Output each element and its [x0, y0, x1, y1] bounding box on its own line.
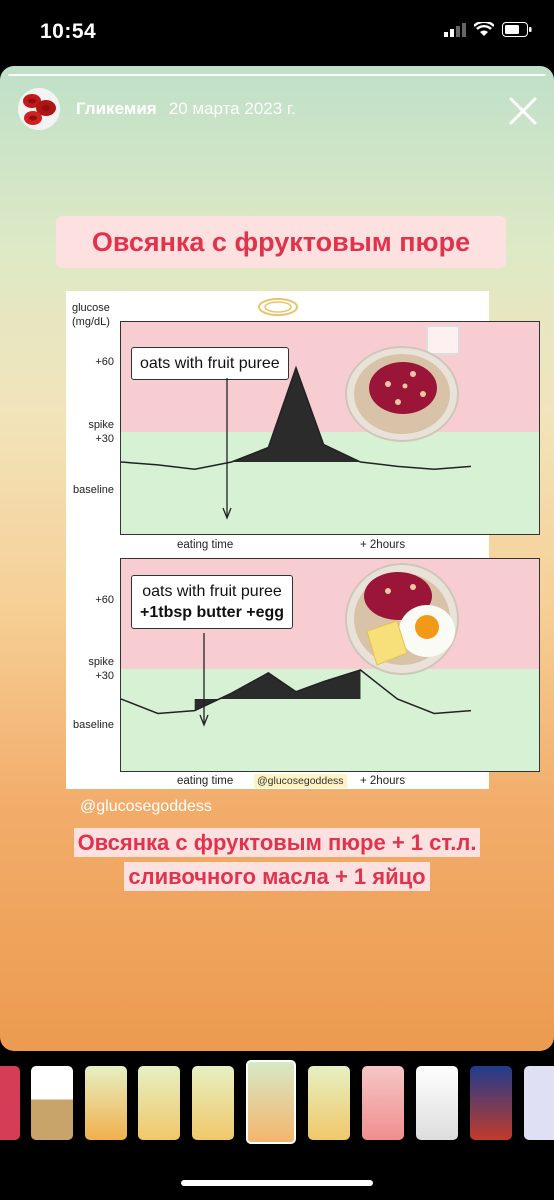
story-username[interactable]: Гликемия [76, 99, 157, 118]
series-line [121, 365, 471, 471]
area-fill [231, 367, 361, 462]
oats-bowl-image [345, 346, 459, 442]
x-tick-label: + 2hours [360, 539, 406, 551]
battery-icon [502, 22, 532, 37]
story-thumbnail[interactable] [85, 1066, 127, 1140]
tick-label: spike +30 [88, 419, 114, 445]
x-tick-label: + 2hours [360, 775, 406, 787]
status-bar: 10:54 [0, 0, 554, 66]
x-tick-label: @glucosegoddess [254, 774, 347, 788]
close-icon[interactable] [506, 94, 540, 128]
status-icons [444, 22, 532, 37]
annotation-arrow [199, 633, 209, 727]
story-thumbnail[interactable] [362, 1066, 404, 1140]
story-date: 20 марта 2023 г. [168, 99, 296, 118]
annotation-box-2: oats with fruit puree +1tbsp butter +egg [131, 575, 294, 629]
glucose-figure: glucose (mg/dL) +60 spike +30 baseline oat… [66, 291, 540, 789]
story-thumbnail[interactable] [31, 1066, 73, 1140]
story-thumbnail-active[interactable] [246, 1060, 296, 1144]
x-tick-label: eating time [177, 539, 234, 551]
home-indicator[interactable] [181, 1180, 373, 1186]
signal-icon [444, 22, 466, 37]
story-caption: Овсянка с фруктовым пюре + 1 ст.л. сливо… [40, 826, 514, 894]
tick-label: +60 [95, 356, 114, 368]
tick-label: spike +30 [88, 656, 114, 682]
oats-egg-butter-image [345, 563, 459, 675]
annotation-box-1: oats with fruit puree [131, 347, 289, 380]
series-line [121, 669, 471, 715]
story-card[interactable]: Гликемия 20 марта 2023 г. Овсянка с фрук… [0, 66, 554, 1051]
avatar-image [18, 88, 60, 130]
tick-label: baseline [73, 719, 114, 731]
avatar[interactable] [18, 88, 60, 130]
status-time: 10:54 [40, 20, 97, 43]
chart-panel-1: oats with fruit puree [120, 321, 540, 535]
story-thumbnail[interactable] [416, 1066, 458, 1140]
halo-icon [258, 298, 298, 316]
wifi-icon [474, 22, 494, 36]
caption-line-2: сливочного масла + 1 яйцо [124, 862, 430, 891]
x-tick-label: eating time [177, 775, 234, 787]
tick-label: baseline [73, 484, 114, 496]
checkbox-icon [426, 325, 460, 355]
story-thumbnail[interactable] [0, 1066, 20, 1140]
annotation-arrow [222, 378, 232, 520]
story-thumbnail[interactable] [308, 1066, 350, 1140]
story-thumbnail[interactable] [470, 1066, 512, 1140]
area-series-1 [121, 365, 471, 471]
story-thumbnail[interactable] [138, 1066, 180, 1140]
story-thumbnail[interactable] [192, 1066, 234, 1140]
annotation-line-2: +1tbsp butter +egg [140, 604, 285, 621]
story-header: Гликемия 20 марта 2023 г. [18, 88, 296, 130]
story-thumbnail[interactable] [524, 1066, 554, 1140]
area-fill [194, 670, 361, 711]
story-thumbnail-strip [0, 1060, 554, 1144]
tick-label: +60 [95, 594, 114, 606]
y-axis-label: glucose (mg/dL) [72, 302, 110, 328]
story-progress-bar [8, 74, 546, 76]
annotation-line-1: oats with fruit puree [142, 583, 282, 600]
story-title: Овсянка с фруктовым пюре [56, 216, 506, 268]
story-credit: @glucosegoddess [80, 798, 212, 815]
chart-panel-2: oats with fruit puree +1tbsp butter +egg [120, 558, 540, 772]
caption-line-1: Овсянка с фруктовым пюре + 1 ст.л. [73, 828, 481, 857]
area-series-2 [121, 669, 471, 715]
